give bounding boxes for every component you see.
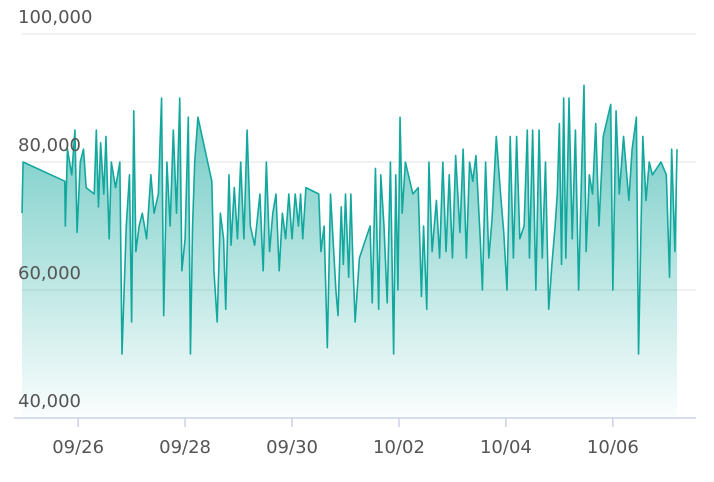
x-tick-label: 10/06 — [587, 437, 639, 458]
line — [21, 84, 678, 355]
y-tick-label: 60,000 — [18, 263, 81, 284]
x-tick-label: 09/28 — [159, 437, 211, 458]
y-tick-label: 80,000 — [18, 135, 81, 156]
x-tick-label: 10/02 — [373, 437, 425, 458]
x-tick-label: 09/26 — [52, 437, 104, 458]
x-tick-label: 10/04 — [480, 437, 532, 458]
y-tick-label: 100,000 — [18, 7, 92, 28]
y-tick-label: 40,000 — [18, 391, 81, 412]
axes: 40,000 60,000 80,000 100,000 09/26 09/28 09/30… — [14, 7, 696, 458]
plot-area — [21, 84, 678, 418]
x-tick-label: 09/30 — [266, 437, 318, 458]
